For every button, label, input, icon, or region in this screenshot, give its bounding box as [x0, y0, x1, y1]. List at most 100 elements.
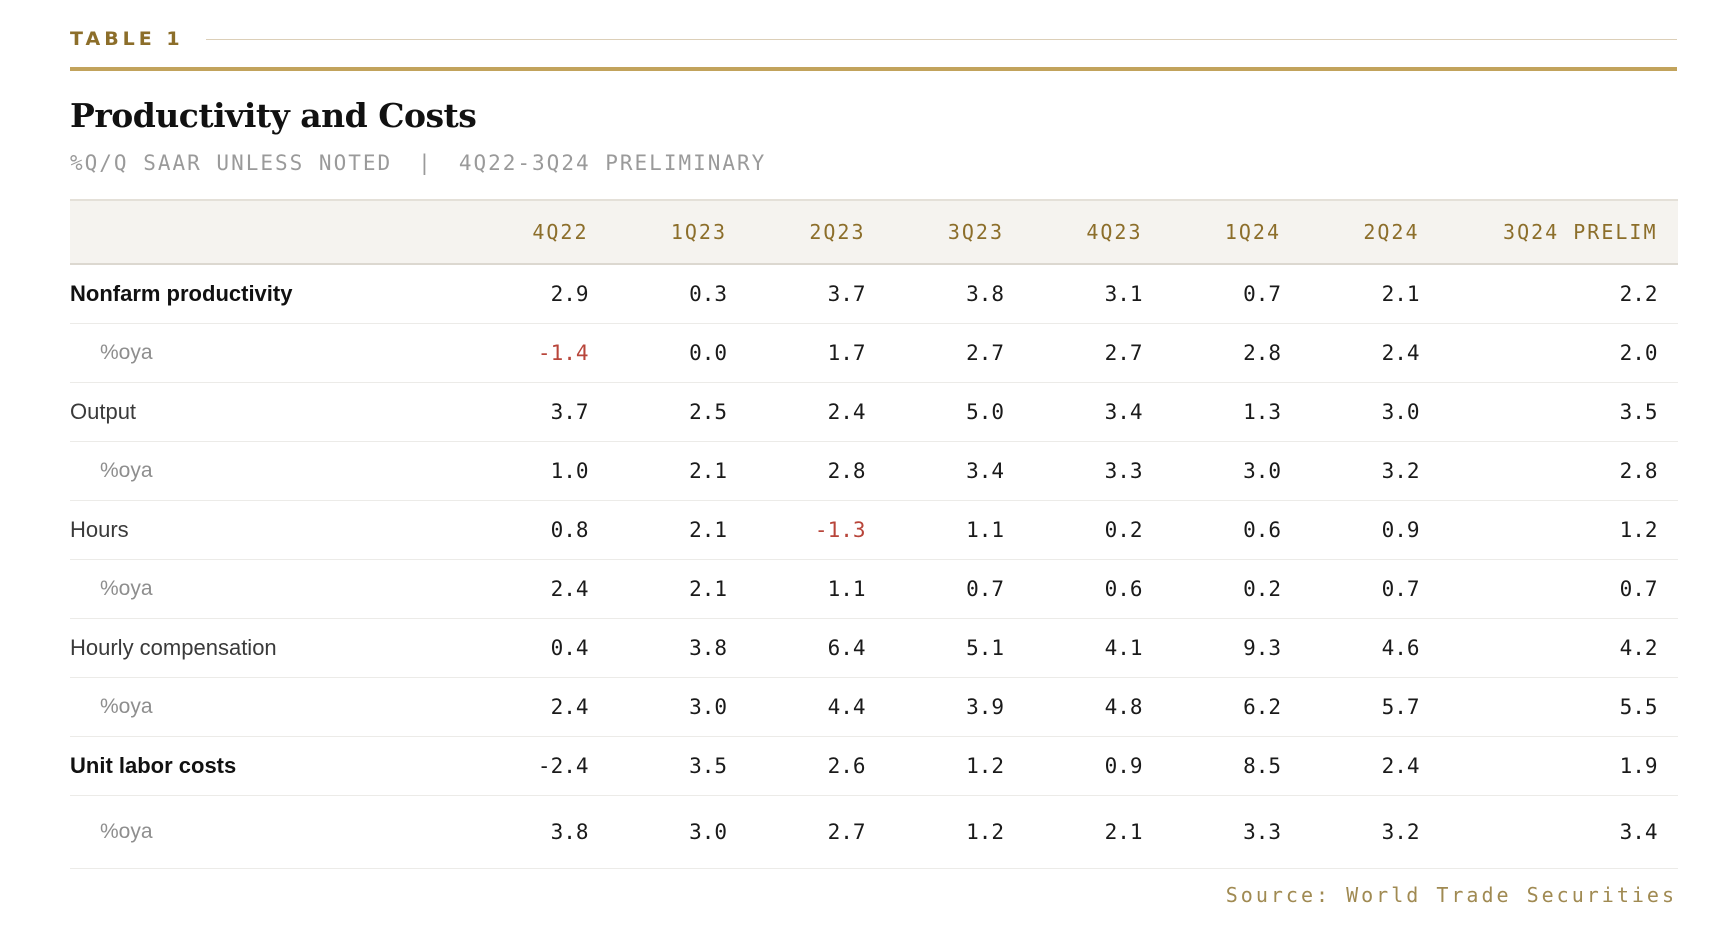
value-cell: 3.5	[1439, 382, 1678, 442]
value-cell: 0.0	[608, 323, 747, 383]
value-cell: 5.7	[1301, 677, 1440, 737]
table-row: Hourly compensation 0.4 3.8 6.4 5.1 4.1 9.3 4.6…	[70, 618, 1678, 678]
table-row: %oya 1.0 2.1 2.8 3.4 3.3 3.0 3.2 2.8	[70, 441, 1678, 501]
value-cell: 4.8	[1024, 677, 1163, 737]
value-cell: 3.0	[1301, 382, 1440, 442]
value-cell: 0.6	[1162, 500, 1301, 560]
table-row: Nonfarm productivity 2.9 0.3 3.7 3.8 3.1 0.7 2.…	[70, 264, 1678, 324]
value-cell: 9.3	[1162, 618, 1301, 678]
value-cell: 3.2	[1301, 441, 1440, 501]
value-cell: 2.4	[470, 677, 609, 737]
table-row: Unit labor costs -2.4 3.5 2.6 1.2 0.9 8.5 2.4 1.…	[70, 736, 1678, 796]
row-label: Hourly compensation	[70, 618, 470, 678]
table-title: Productivity and Costs	[70, 96, 477, 135]
subtitle-range: 4Q22-3Q24 PRELIMINARY	[458, 151, 767, 175]
row-label: %oya	[70, 323, 470, 383]
value-cell: 0.6	[1024, 559, 1163, 619]
value-cell: 2.2	[1439, 264, 1678, 324]
value-cell: 0.4	[470, 618, 609, 678]
value-cell: 3.9	[885, 677, 1024, 737]
value-cell: 1.3	[1162, 382, 1301, 442]
value-cell: 3.8	[885, 264, 1024, 324]
value-cell: 2.8	[1439, 441, 1678, 501]
table-row: %oya 3.8 3.0 2.7 1.2 2.1 3.3 3.2 3.4	[70, 795, 1678, 869]
column-header: 4Q22	[470, 199, 609, 265]
eyebrow-divider	[205, 38, 1677, 40]
row-label: Output	[70, 382, 470, 442]
value-cell: 3.0	[608, 795, 747, 869]
value-cell: 3.0	[1162, 441, 1301, 501]
value-cell: 2.1	[608, 441, 747, 501]
value-cell: 2.4	[1301, 736, 1440, 796]
value-cell: 1.0	[470, 441, 609, 501]
value-cell: 2.1	[608, 500, 747, 560]
value-cell: 0.9	[1024, 736, 1163, 796]
header-cell-label	[70, 199, 470, 265]
value-cell: 3.5	[608, 736, 747, 796]
value-cell: 0.9	[1301, 500, 1440, 560]
value-cell: 0.8	[470, 500, 609, 560]
value-cell: 1.2	[885, 736, 1024, 796]
value-cell: 3.3	[1024, 441, 1163, 501]
value-cell: 3.8	[608, 618, 747, 678]
row-label: Unit labor costs	[70, 736, 470, 796]
value-cell: 0.7	[885, 559, 1024, 619]
row-label: %oya	[70, 795, 470, 869]
value-cell: 2.4	[470, 559, 609, 619]
column-header: 1Q23	[608, 199, 747, 265]
value-cell: 3.1	[1024, 264, 1163, 324]
value-cell: 3.7	[470, 382, 609, 442]
value-cell: 2.1	[608, 559, 747, 619]
value-cell: 3.0	[608, 677, 747, 737]
table-row: %oya 2.4 3.0 4.4 3.9 4.8 6.2 5.7 5.5	[70, 677, 1678, 737]
value-cell: 5.0	[885, 382, 1024, 442]
value-cell: 3.8	[470, 795, 609, 869]
eyebrow: TABLE 1	[70, 26, 1677, 52]
value-cell: 0.7	[1439, 559, 1678, 619]
value-cell: 2.4	[1301, 323, 1440, 383]
subtitle-units: %Q/Q SAAR UNLESS NOTED	[70, 151, 393, 175]
column-header: 2Q24	[1301, 199, 1440, 265]
table-row: Output 3.7 2.5 2.4 5.0 3.4 1.3 3.0 3.5	[70, 382, 1678, 442]
column-header: 4Q23	[1024, 199, 1163, 265]
value-cell: 5.5	[1439, 677, 1678, 737]
value-cell: 2.4	[747, 382, 886, 442]
value-cell: 0.3	[608, 264, 747, 324]
value-cell: 4.2	[1439, 618, 1678, 678]
source-note: Source: World Trade Securities	[1225, 883, 1677, 907]
value-cell: 2.8	[747, 441, 886, 501]
value-cell: 2.7	[885, 323, 1024, 383]
value-cell: 3.2	[1301, 795, 1440, 869]
value-cell: 2.1	[1024, 795, 1163, 869]
value-cell: 2.0	[1439, 323, 1678, 383]
value-cell: 6.4	[747, 618, 886, 678]
value-cell: 1.1	[885, 500, 1024, 560]
value-cell: 3.7	[747, 264, 886, 324]
value-cell: 1.2	[885, 795, 1024, 869]
table-number-label: TABLE 1	[70, 28, 184, 50]
row-label: %oya	[70, 677, 470, 737]
value-cell: 0.2	[1162, 559, 1301, 619]
value-cell: 0.7	[1301, 559, 1440, 619]
column-header: 1Q24	[1162, 199, 1301, 265]
subtitle-separator: |	[418, 151, 433, 175]
row-label: Hours	[70, 500, 470, 560]
value-cell: 3.4	[1439, 795, 1678, 869]
value-cell: 3.4	[1024, 382, 1163, 442]
row-label: %oya	[70, 441, 470, 501]
value-cell: -2.4	[470, 736, 609, 796]
value-cell: 2.7	[1024, 323, 1163, 383]
table-row: %oya -1.4 0.0 1.7 2.7 2.7 2.8 2.4 2.0	[70, 323, 1678, 383]
row-label: %oya	[70, 559, 470, 619]
value-cell: 3.4	[885, 441, 1024, 501]
value-cell: 8.5	[1162, 736, 1301, 796]
value-cell: 2.9	[470, 264, 609, 324]
value-cell: 4.4	[747, 677, 886, 737]
table-subtitle: %Q/Q SAAR UNLESS NOTED | 4Q22-3Q24 PRELIMI…	[70, 151, 766, 175]
value-cell: 1.2	[1439, 500, 1678, 560]
value-cell: 2.7	[747, 795, 886, 869]
column-header: 2Q23	[747, 199, 886, 265]
value-cell: 5.1	[885, 618, 1024, 678]
accent-rule	[70, 67, 1677, 71]
column-header: 3Q23	[885, 199, 1024, 265]
